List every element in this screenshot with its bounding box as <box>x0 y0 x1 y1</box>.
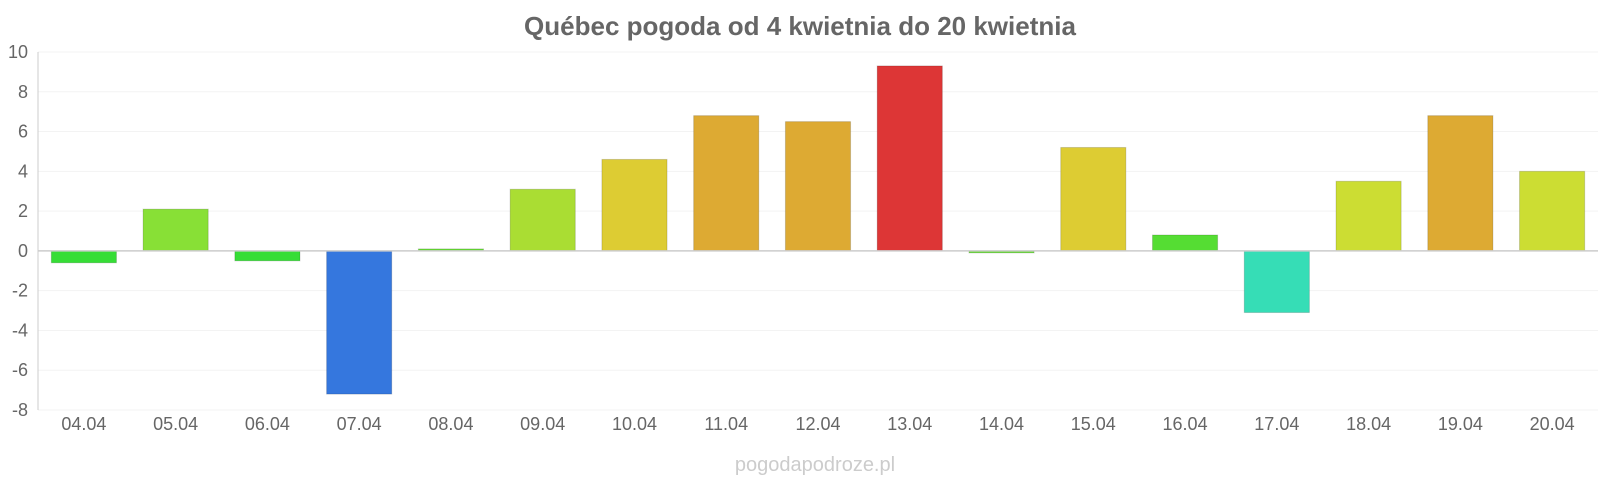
x-tick-label: 08.04 <box>428 414 473 434</box>
bar-10.04 <box>601 158 668 252</box>
x-tick-label: 05.04 <box>153 414 198 434</box>
bar-09.04 <box>509 188 576 252</box>
bar-05.04 <box>142 208 209 252</box>
bar-13.04 <box>876 65 943 252</box>
x-tick-label: 04.04 <box>61 414 106 434</box>
bar-18.04 <box>1335 180 1402 252</box>
bar-17.04 <box>1243 250 1310 314</box>
x-tick-label: 12.04 <box>795 414 840 434</box>
y-tick-label: 10 <box>8 42 28 62</box>
x-tick-label: 16.04 <box>1163 414 1208 434</box>
y-tick-label: -6 <box>12 360 28 380</box>
bar-19.04 <box>1427 115 1494 252</box>
y-tick-label: 8 <box>18 82 28 102</box>
x-tick-label: 20.04 <box>1530 414 1575 434</box>
bar-16.04 <box>1151 234 1219 252</box>
y-tick-label: -8 <box>12 400 28 420</box>
bar-07.04 <box>326 250 393 395</box>
x-tick-label: 15.04 <box>1071 414 1116 434</box>
x-tick-label: 10.04 <box>612 414 657 434</box>
x-tick-label: 09.04 <box>520 414 565 434</box>
x-tick-label: 19.04 <box>1438 414 1483 434</box>
bar-20.04 <box>1519 170 1586 252</box>
chart-title: Québec pogoda od 4 kwietnia do 20 kwietn… <box>524 11 1076 41</box>
watermark: pogodapodroze.pl <box>735 454 895 476</box>
x-tick-label: 18.04 <box>1346 414 1391 434</box>
bar-04.04 <box>50 250 117 264</box>
y-tick-label: 4 <box>18 161 28 181</box>
x-tick-label: 06.04 <box>245 414 290 434</box>
bar-12.04 <box>784 121 852 252</box>
x-tick-label: 17.04 <box>1254 414 1299 434</box>
x-tick-label: 11.04 <box>704 414 748 434</box>
y-tick-label: -4 <box>12 320 28 340</box>
bar-11.04 <box>693 115 760 252</box>
bar-06.04 <box>234 250 301 262</box>
x-tick-label: 14.04 <box>979 414 1024 434</box>
bar-15.04 <box>1060 146 1127 252</box>
y-tick-label: 6 <box>18 122 28 142</box>
x-tick-label: 13.04 <box>887 414 932 434</box>
x-tick-label: 07.04 <box>337 414 382 434</box>
y-tick-label: -2 <box>12 281 28 301</box>
y-tick-label: 0 <box>18 241 28 261</box>
x-axis-ticks: 04.04 05.04 06.04 07.04 08.04 09.04 10.04 11.04… <box>61 414 1574 434</box>
y-tick-label: 2 <box>18 201 28 221</box>
bars <box>50 65 1586 395</box>
y-axis-ticks: 10 8 6 4 2 0 -2 -4 -6 -8 <box>8 42 28 420</box>
